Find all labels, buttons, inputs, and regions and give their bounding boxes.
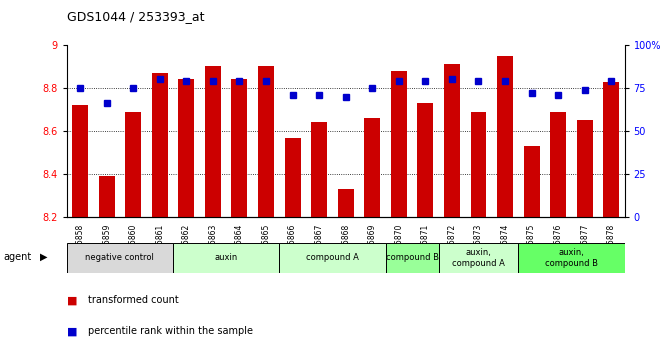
Bar <box>258 66 274 217</box>
Bar <box>178 79 194 217</box>
Bar <box>311 122 327 217</box>
Bar <box>439 243 518 273</box>
Bar <box>338 189 353 217</box>
Text: compound A: compound A <box>306 253 359 263</box>
Bar <box>364 118 380 217</box>
Text: ■: ■ <box>67 295 77 305</box>
Text: ▶: ▶ <box>40 252 47 262</box>
Bar <box>67 243 173 273</box>
Bar <box>279 243 385 273</box>
Bar <box>391 71 407 217</box>
Text: compound B: compound B <box>385 253 439 263</box>
Bar <box>576 120 593 217</box>
Bar <box>418 103 434 217</box>
Text: auxin: auxin <box>214 253 238 263</box>
Bar <box>470 112 486 217</box>
Bar <box>173 243 279 273</box>
Bar <box>444 64 460 217</box>
Text: percentile rank within the sample: percentile rank within the sample <box>88 326 253 336</box>
Text: GDS1044 / 253393_at: GDS1044 / 253393_at <box>67 10 204 23</box>
Bar <box>72 105 88 217</box>
Text: ■: ■ <box>67 326 77 336</box>
Bar <box>603 81 619 217</box>
Bar <box>152 73 168 217</box>
Text: auxin,
compound A: auxin, compound A <box>452 248 505 268</box>
Bar <box>385 243 439 273</box>
Bar <box>205 66 221 217</box>
Text: agent: agent <box>3 252 31 262</box>
Bar <box>99 176 115 217</box>
Bar <box>285 138 301 217</box>
Text: transformed count: transformed count <box>88 295 179 305</box>
Text: auxin,
compound B: auxin, compound B <box>545 248 598 268</box>
Bar <box>125 112 141 217</box>
Bar <box>524 146 540 217</box>
Bar <box>550 112 566 217</box>
Bar <box>518 243 625 273</box>
Text: negative control: negative control <box>86 253 154 263</box>
Bar <box>232 79 247 217</box>
Bar <box>497 56 513 217</box>
